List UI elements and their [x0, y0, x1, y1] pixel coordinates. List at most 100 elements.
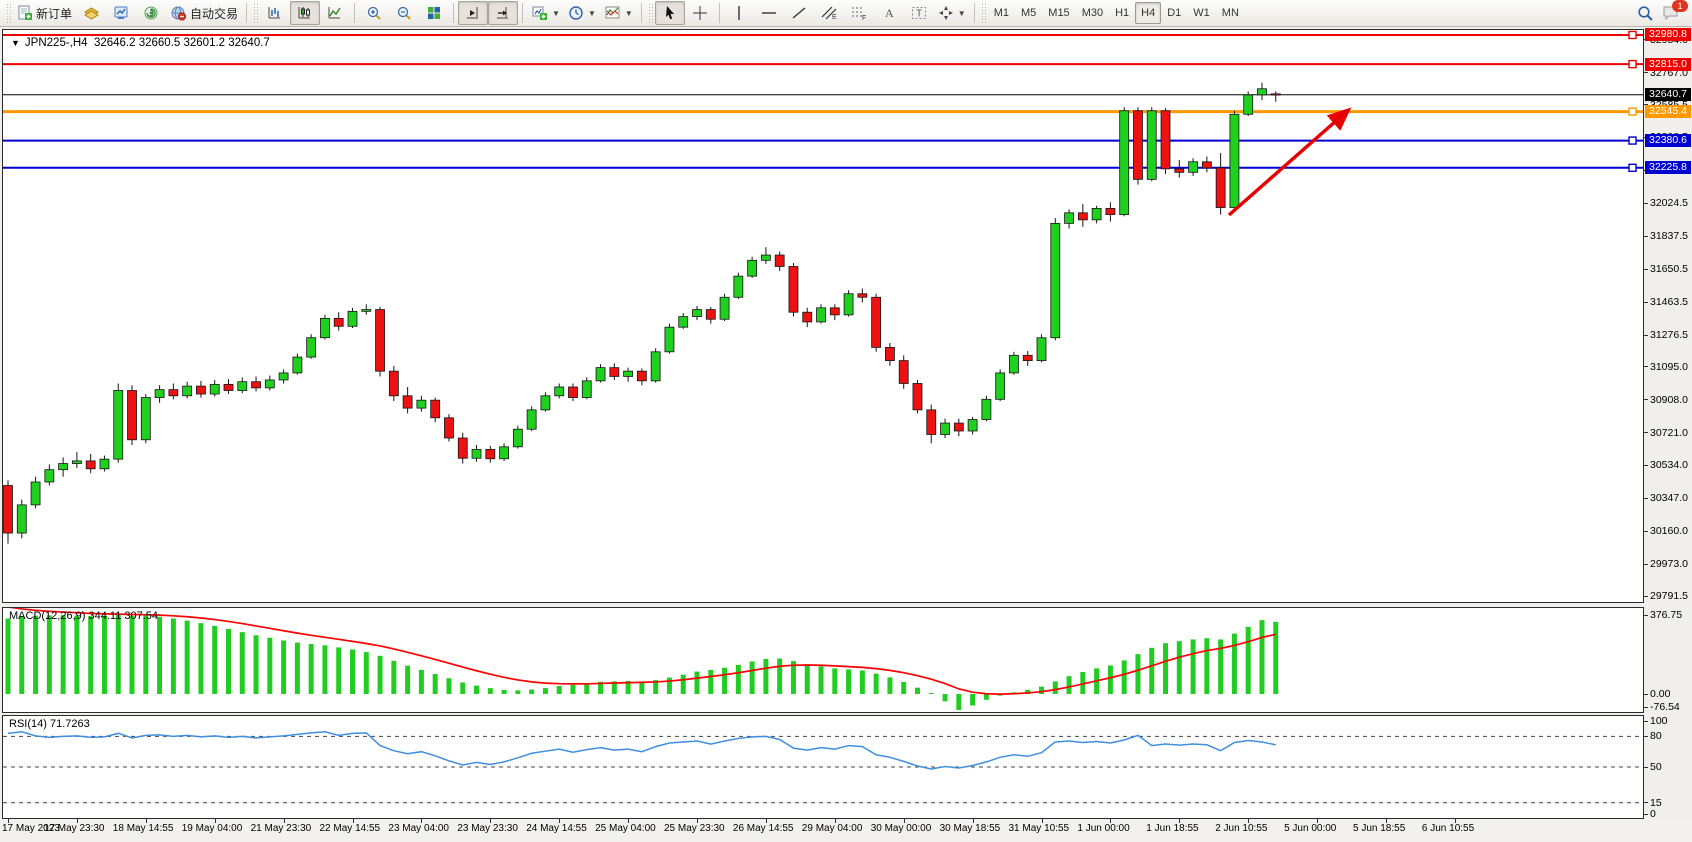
crosshair-button[interactable] — [685, 1, 715, 25]
cursor-button[interactable] — [654, 1, 685, 25]
macd-histogram-bar — [432, 674, 438, 694]
time-tick — [903, 819, 905, 823]
search-icon[interactable] — [1637, 5, 1654, 22]
time-label: 17 May 23:30 — [43, 823, 105, 834]
zoom-out-button[interactable] — [389, 1, 419, 25]
toolbar-drag-handle[interactable] — [253, 3, 259, 23]
price-tick: 30534.0 — [1644, 459, 1688, 471]
navigator-button[interactable] — [136, 1, 166, 25]
bar-chart-button[interactable] — [260, 1, 290, 25]
macd-histogram-bar — [446, 678, 452, 694]
indicators-button[interactable]: ▼ — [600, 1, 637, 25]
timeframe-m1-button[interactable]: M1 — [993, 7, 1009, 19]
new-chart-button[interactable]: ▼ — [527, 1, 564, 25]
arrows-button[interactable]: ▼ — [934, 1, 970, 25]
new-order-button[interactable]: 新订单 — [13, 1, 76, 25]
macd-pane[interactable]: MACD(12,26,9) 344.11 307.54 — [2, 607, 1644, 713]
candle-body-down — [857, 293, 868, 298]
vertical-line-button[interactable] — [724, 1, 754, 25]
candle-body-up — [278, 372, 289, 381]
chart-shift-button[interactable] — [488, 1, 519, 25]
candlestick-chart-button[interactable] — [290, 1, 321, 25]
fibonacci-button[interactable]: F — [844, 1, 874, 25]
candle-body-down — [871, 296, 882, 348]
main-price-pane[interactable]: ▼ JPN225-,H4 32646.2 32660.5 32601.2 3264… — [2, 29, 1644, 603]
toolbar-drag-handle[interactable] — [6, 3, 11, 23]
chart-profiles-button[interactable] — [76, 1, 106, 25]
horizontal-line-button[interactable] — [754, 1, 784, 25]
macd-histogram-bar — [460, 682, 466, 694]
tick-mark — [1644, 202, 1648, 204]
candle — [361, 304, 372, 315]
macd-values: 344.11 307.54 — [88, 610, 159, 622]
symbol-dropdown-icon[interactable]: ▼ — [11, 38, 20, 48]
candle — [802, 307, 813, 328]
rsi-canvas[interactable] — [3, 716, 1643, 818]
autotrading-button[interactable]: 自动交易 — [166, 1, 242, 25]
auto-scroll-button[interactable] — [458, 1, 489, 25]
price-tick: 15 — [1644, 797, 1662, 809]
toolbar-drag-handle[interactable] — [980, 3, 986, 23]
zoom-in-button[interactable] — [359, 1, 389, 25]
candle-body-up — [1091, 208, 1102, 221]
candle — [306, 334, 317, 359]
candle — [540, 392, 551, 412]
line-chart-button[interactable] — [320, 1, 350, 25]
candle — [747, 256, 758, 278]
candle — [898, 355, 909, 389]
macd-histogram-bar — [694, 671, 700, 694]
macd-histogram-bar — [666, 677, 672, 694]
price-tick: -76.54 — [1644, 701, 1680, 713]
timeframe-m30-button[interactable]: M30 — [1081, 7, 1104, 19]
toolbar-drag-handle[interactable] — [647, 3, 653, 23]
timeframe-m15-button[interactable]: M15 — [1048, 7, 1070, 19]
candle — [1119, 107, 1130, 217]
timeframe-w1-button[interactable]: W1 — [1193, 7, 1210, 19]
text-label-button[interactable]: T — [904, 1, 934, 25]
candle — [1146, 107, 1157, 182]
line-handle[interactable] — [1628, 163, 1637, 173]
macd-histogram-bar — [1273, 621, 1279, 694]
market-watch-button[interactable] — [106, 1, 136, 25]
time-axis[interactable] — [0, 819, 1692, 842]
candle-body-up — [1119, 110, 1130, 215]
candle — [1201, 156, 1212, 173]
timeframe-h4-button[interactable]: H4 — [1135, 2, 1162, 24]
notifications-button[interactable]: 1 — [1662, 0, 1688, 22]
candle-body-down — [1201, 161, 1212, 169]
candle-body-up — [361, 309, 372, 312]
macd-histogram-bar — [584, 683, 590, 694]
timeframe-m5-button[interactable]: M5 — [1021, 7, 1037, 19]
macd-canvas[interactable] — [3, 608, 1643, 712]
text-button[interactable]: A — [874, 1, 904, 25]
price-chart-canvas[interactable] — [3, 30, 1643, 602]
candle — [912, 379, 923, 414]
rsi-pane[interactable]: RSI(14) 71.7263 — [2, 715, 1644, 819]
chevron-down-icon: ▼ — [587, 8, 596, 18]
line-handle[interactable] — [1628, 107, 1637, 116]
periods-button[interactable]: ▼ — [564, 1, 600, 25]
svg-text:A: A — [885, 6, 894, 20]
macd-histogram-bar — [212, 625, 218, 694]
macd-signal-line — [9, 608, 1276, 695]
bar-chart-icon — [268, 7, 281, 19]
timeframe-mn-button[interactable]: MN — [1221, 7, 1239, 19]
macd-histogram-bar — [598, 681, 604, 694]
tile-windows-button[interactable] — [419, 1, 449, 25]
line-handle[interactable] — [1628, 59, 1637, 69]
trend-arrow-annotation[interactable] — [1227, 107, 1352, 217]
time-tick — [1179, 819, 1181, 823]
line-handle[interactable] — [1628, 30, 1637, 40]
candlestick-chart-icon — [298, 7, 311, 19]
trendline-button[interactable] — [784, 1, 814, 25]
equidistant-channel-button[interactable]: E — [814, 1, 844, 25]
timeframe-d1-button[interactable]: D1 — [1167, 7, 1182, 19]
candle — [58, 457, 69, 477]
candle-body-down — [898, 360, 909, 384]
price-tick: 0 — [1644, 808, 1656, 820]
text-label-icon: T — [911, 7, 926, 20]
arrows-icon — [938, 6, 953, 20]
line-handle[interactable] — [1628, 136, 1637, 145]
macd-histogram-bar — [1039, 686, 1044, 694]
timeframe-h1-button[interactable]: H1 — [1115, 7, 1130, 19]
